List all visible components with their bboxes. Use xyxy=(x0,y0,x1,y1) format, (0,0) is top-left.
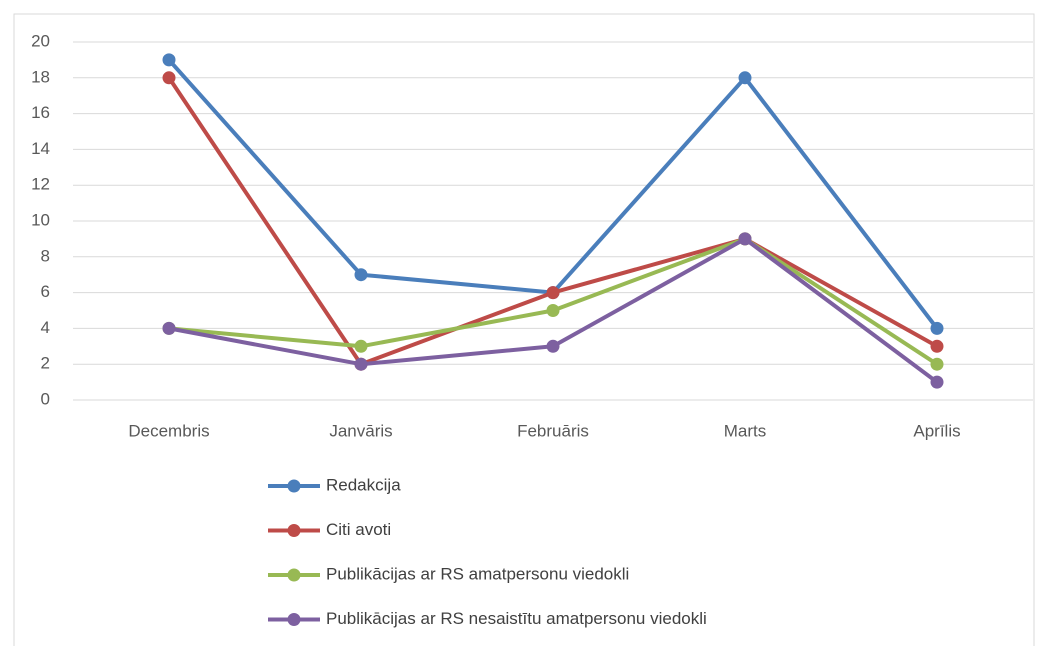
data-point xyxy=(546,304,560,317)
data-point xyxy=(162,321,176,335)
legend-label: Publikācijas ar RS amatpersonu viedokli xyxy=(326,564,629,583)
y-tick-label: 2 xyxy=(41,354,50,373)
x-tick-label: Decembris xyxy=(128,421,209,440)
y-tick-label: 16 xyxy=(31,103,50,122)
legend-marker xyxy=(287,524,301,537)
legend-label: Redakcija xyxy=(326,475,401,494)
y-tick-label: 10 xyxy=(31,210,50,229)
y-tick-label: 0 xyxy=(41,389,50,408)
y-tick-label: 20 xyxy=(31,31,50,50)
x-tick-label: Aprīlis xyxy=(913,421,960,440)
y-tick-label: 4 xyxy=(41,318,50,337)
data-point xyxy=(546,286,560,300)
data-point xyxy=(738,71,752,85)
data-point xyxy=(930,321,944,335)
data-point xyxy=(354,268,368,282)
data-point xyxy=(738,232,752,246)
x-tick-label: Marts xyxy=(724,421,767,440)
data-point xyxy=(930,375,944,389)
chart-frame xyxy=(13,13,1035,646)
y-tick-label: 12 xyxy=(31,175,50,194)
legend-marker xyxy=(287,613,301,626)
data-point xyxy=(354,357,368,371)
legend-marker xyxy=(287,479,301,493)
legend-marker xyxy=(287,568,301,582)
y-tick-label: 6 xyxy=(41,282,50,301)
legend-label: Publikācijas ar RS nesaistītu amatperson… xyxy=(326,609,707,628)
y-tick-label: 8 xyxy=(41,246,50,265)
x-tick-label: Janvāris xyxy=(329,421,392,440)
data-point xyxy=(354,339,368,353)
y-tick-label: 18 xyxy=(31,67,50,86)
y-tick-label: 14 xyxy=(31,139,50,158)
data-point xyxy=(162,53,176,67)
legend: Redakcija Citi avoti Publikācijas ar RS am… xyxy=(268,475,707,628)
x-tick-label: Februāris xyxy=(517,421,589,440)
data-point xyxy=(546,339,560,353)
legend-label: Citi avoti xyxy=(326,520,391,539)
data-point xyxy=(930,357,944,371)
data-point xyxy=(162,71,176,85)
data-point xyxy=(930,339,944,353)
